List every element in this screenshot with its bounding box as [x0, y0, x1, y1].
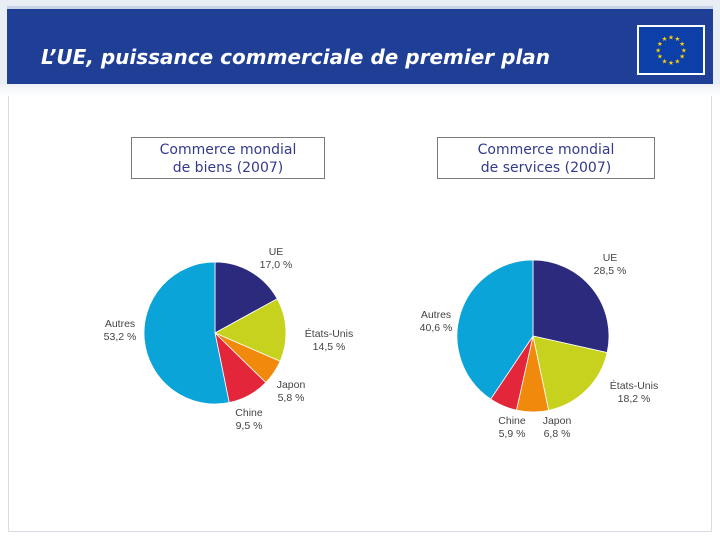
services-label-ue: UE 28,5 %	[594, 252, 627, 277]
flag-star-icon: ★	[675, 57, 681, 65]
flag-star-icon: ★	[662, 57, 668, 65]
flag-star-icon: ★	[657, 40, 663, 48]
flag-star-icon: ★	[668, 33, 674, 41]
goods-title-line-2: de biens (2007)	[172, 160, 284, 176]
slice-label-name: Chine	[498, 415, 526, 427]
goods-slice-autres	[143, 261, 230, 405]
slice-label-value: 14,5 %	[313, 341, 346, 353]
goods-label-chine: Chine 9,5 %	[235, 407, 263, 432]
slice-label-name: États-Unis	[305, 327, 353, 340]
slice-label-value: 28,5 %	[594, 265, 627, 277]
slice-label-name: Autres	[421, 309, 451, 321]
goods-chart-title: Commerce mondial de biens (2007)	[131, 137, 325, 179]
goods-title-line-1: Commerce mondial	[159, 142, 297, 158]
eu-flag-icon: ★ ★ ★ ★ ★ ★ ★ ★ ★ ★ ★ ★	[637, 25, 705, 75]
slice-label-name: Japon	[277, 379, 306, 391]
flag-star-icon: ★	[662, 35, 668, 43]
flag-star-icon: ★	[675, 35, 681, 43]
slice-label-value: 17,0 %	[260, 259, 293, 271]
goods-label-autres: Autres 53,2 %	[104, 318, 137, 343]
services-label-chine: Chine 5,9 %	[498, 415, 526, 440]
goods-slice-etats-unis	[214, 298, 287, 362]
slice-label-name: UE	[269, 246, 284, 258]
slice-label-value: 40,6 %	[420, 322, 453, 334]
services-title-line-1: Commerce mondial	[477, 142, 615, 158]
goods-slice-ue	[214, 261, 278, 334]
goods-label-etats-unis: États-Unis 14,5 %	[305, 327, 353, 353]
services-chart-title: Commerce mondial de services (2007)	[437, 137, 655, 179]
flag-star-icon: ★	[679, 53, 685, 61]
content-frame	[8, 96, 712, 532]
services-slice-autres	[456, 259, 534, 400]
services-title-line-2: de services (2007)	[480, 160, 612, 176]
goods-label-ue: UE 17,0 %	[260, 246, 293, 271]
title-bar: L’UE, puissance commerciale de premier p…	[7, 6, 713, 84]
slice-label-value: 9,5 %	[236, 420, 263, 432]
goods-label-japon: Japon 5,8 %	[277, 379, 306, 404]
slice-label-value: 6,8 %	[544, 428, 571, 440]
slice-label-name: Chine	[235, 407, 263, 419]
page-title: L’UE, puissance commerciale de premier p…	[41, 45, 551, 69]
slice-label-name: Japon	[543, 415, 572, 427]
flag-star-icon: ★	[679, 40, 685, 48]
slice-label-value: 5,9 %	[499, 428, 526, 440]
eu-flag-stars: ★ ★★★★★★★★★★★	[655, 33, 687, 67]
subheader-gradient	[0, 84, 720, 96]
slice-label-value: 53,2 %	[104, 331, 137, 343]
slice-label-name: États-Unis	[610, 379, 658, 392]
flag-star-icon: ★	[655, 46, 661, 54]
flag-star-icon: ★	[668, 59, 674, 67]
flag-star-icon: ★	[681, 46, 687, 54]
services-label-japon: Japon 6,8 %	[543, 415, 572, 440]
flag-star-icon: ★	[657, 53, 663, 61]
slice-label-value: 18,2 %	[618, 393, 651, 405]
services-label-etats-unis: États-Unis 18,2 %	[610, 379, 658, 405]
services-slice-etats-unis	[532, 335, 608, 411]
slice-label-value: 5,8 %	[278, 392, 305, 404]
slice-label-name: UE	[603, 252, 618, 264]
slice-label-name: Autres	[105, 318, 135, 330]
services-label-autres: Autres 40,6 %	[420, 309, 453, 334]
services-slice-ue	[532, 259, 610, 354]
